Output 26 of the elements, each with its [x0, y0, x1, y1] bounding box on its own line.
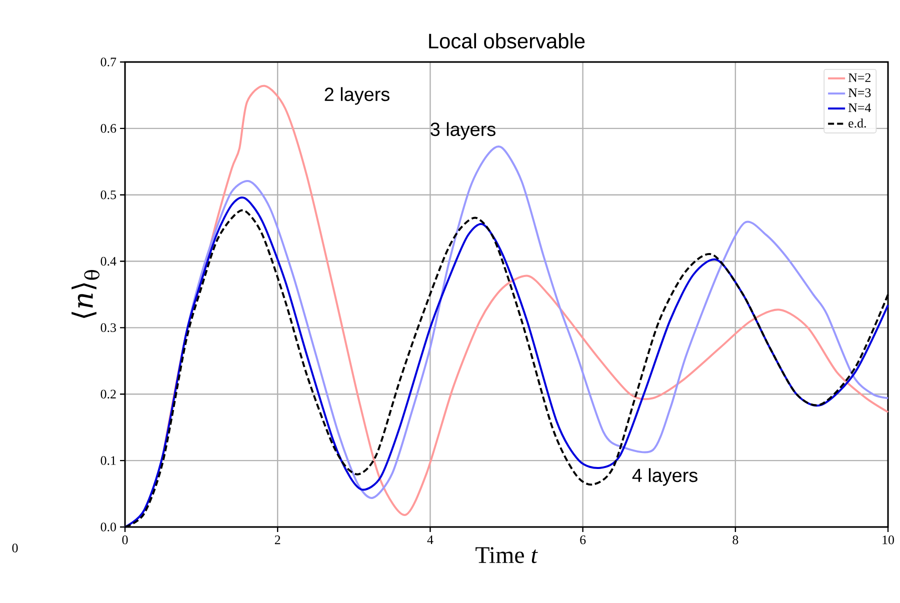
y-tick-label: 0.2: [100, 390, 116, 399]
x-tick-label: 8: [732, 536, 738, 544]
x-tick-label: 4: [427, 536, 434, 544]
annotation: 4 layers: [632, 468, 698, 486]
annotation: 2 layers: [324, 87, 390, 105]
y-tick-label: 0.3: [100, 323, 116, 332]
line-series: [162, 84, 890, 516]
legend-label: N=4: [848, 103, 871, 112]
y-axis-title: ⟨n⟩$_{θ}$: [72, 270, 100, 318]
legend-label: e.d.: [848, 118, 866, 128]
y-tick-label: 0.4: [100, 256, 116, 266]
y-tick-label: 0.6: [100, 124, 116, 133]
legend-label: N=2: [848, 73, 870, 82]
x-axis-title: Time t: [476, 547, 538, 564]
y-tick-label: 0.5: [100, 190, 116, 200]
x-tick-label: 0: [122, 536, 128, 544]
x-tick-label: 2: [274, 536, 280, 544]
annotation: 3 layers: [430, 122, 496, 140]
legend-label: N=3: [848, 88, 871, 98]
y-tick-label: 0.1: [100, 456, 116, 465]
y-tick-label: 0.7: [100, 58, 116, 66]
x-tick-label: 10: [882, 536, 894, 544]
text: 0: [12, 544, 18, 552]
x-tick-label: 6: [580, 536, 586, 544]
y-tick-label: 0.0: [100, 522, 116, 532]
chart-title: Local observable: [429, 33, 585, 48]
